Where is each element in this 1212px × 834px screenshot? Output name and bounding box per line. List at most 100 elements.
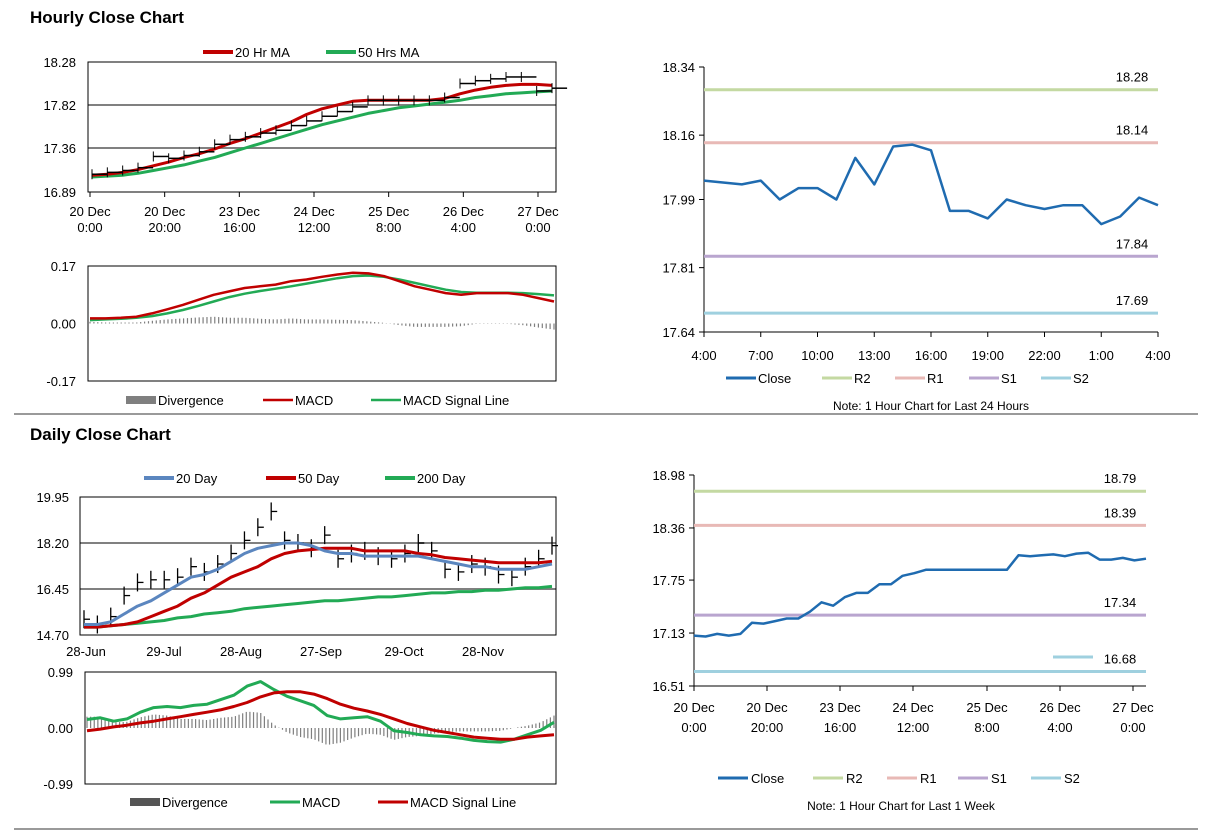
daily-pivot-ytick: 17.75 <box>652 573 685 588</box>
hourly-macd-ytick: 0.00 <box>51 317 76 332</box>
hourly-price-xtick: 24 Dec 12:00 <box>293 204 335 235</box>
hourly-pivot-ytick: 18.34 <box>662 60 695 75</box>
hourly-pivot-xtick: 1:00 <box>1089 348 1114 363</box>
daily-price-xtick: 28-Aug <box>220 644 262 659</box>
legend-hourly-divergence: Divergence <box>158 393 224 408</box>
hourly-pivot-close-line <box>703 143 1159 226</box>
hourly-pivot-legend-r1: R1 <box>927 371 944 386</box>
hourly-pivot-ytick: 17.99 <box>662 193 695 208</box>
daily-price-xtick: 29-Jul <box>146 644 182 659</box>
hourly-pivot-xtick: 22:00 <box>1028 348 1061 363</box>
daily-price-xtick: 28-Jun <box>66 644 106 659</box>
hourly-pivot-level-label: 18.28 <box>1116 70 1149 85</box>
daily-price-xtick: 29-Oct <box>384 644 423 659</box>
hourly-price-xtick: 20 Dec 20:00 <box>144 204 186 235</box>
daily-pivot-legend-s2: S2 <box>1064 771 1080 786</box>
daily-section-title: Daily Close Chart <box>30 425 171 444</box>
legend-hourly-macd-signal: MACD Signal Line <box>403 393 509 408</box>
hourly-price-xtick: 25 Dec 8:00 <box>368 204 410 235</box>
daily-pivot-ytick: 16.51 <box>652 679 685 694</box>
daily-pivot-ytick: 17.13 <box>652 626 685 641</box>
hourly-pivot-ytick: 17.81 <box>662 261 695 276</box>
daily-macd-line <box>86 680 555 744</box>
hourly-pivot-xtick: 7:00 <box>748 348 773 363</box>
hourly-macd-ytick: -0.17 <box>46 374 76 389</box>
daily-price-ytick: 18.20 <box>36 536 69 551</box>
daily-pivot-legend-r1: R1 <box>920 771 937 786</box>
hourly-pivot-level-label: 17.69 <box>1116 293 1149 308</box>
daily-pivot-xtick: 27 Dec 0:00 <box>1112 700 1154 735</box>
daily-50day-line <box>84 546 553 629</box>
legend-50-day: 50 Day <box>298 471 340 486</box>
daily-pivot-level-label: 16.68 <box>1104 651 1137 666</box>
daily-price-frame <box>79 496 557 636</box>
legend-50hrs-ma: 50 Hrs MA <box>358 45 420 60</box>
section-divider <box>14 413 1198 415</box>
daily-pivot-legend-s1: S1 <box>991 771 1007 786</box>
hourly-pivot-legend-close: Close <box>758 371 791 386</box>
daily-pivot-xtick: 20 Dec 0:00 <box>673 700 715 735</box>
legend-daily-macd: MACD <box>302 795 340 810</box>
hourly-pivot-xtick: 19:00 <box>971 348 1004 363</box>
daily-pivot-legend-close: Close <box>751 771 784 786</box>
hourly-pivot-legend-s1: S1 <box>1001 371 1017 386</box>
hourly-pivot-xtick: 13:00 <box>858 348 891 363</box>
daily-pivot-level-label: 18.79 <box>1104 471 1137 486</box>
daily-pivot-level-label: 17.34 <box>1104 595 1137 610</box>
hourly-price-xtick: 26 Dec 4:00 <box>443 204 485 235</box>
hourly-price-xtick: 23 Dec 16:00 <box>219 204 261 235</box>
daily-pivot-note: Note: 1 Hour Chart for Last 1 Week <box>807 799 996 813</box>
daily-pivot-level-label: 18.39 <box>1104 505 1137 520</box>
hourly-50hr-ma-line <box>91 89 553 179</box>
daily-macd-signal-line <box>86 690 555 741</box>
daily-price-ytick: 14.70 <box>36 628 69 643</box>
hourly-pivot-xtick: 10:00 <box>801 348 834 363</box>
hourly-pivot-level-label: 18.14 <box>1116 123 1149 138</box>
daily-pivot-legend-r2: R2 <box>846 771 863 786</box>
daily-price-xtick: 28-Nov <box>462 644 504 659</box>
daily-price-xtick: 27-Sep <box>300 644 342 659</box>
daily-macd-ytick: 0.00 <box>48 721 73 736</box>
daily-pivot-close-line <box>693 551 1147 638</box>
hourly-price-ytick: 18.28 <box>43 55 76 70</box>
bottom-divider <box>14 828 1198 830</box>
hourly-price-xtick: 20 Dec 0:00 <box>69 204 111 235</box>
legend-daily-macd-signal: MACD Signal Line <box>410 795 516 810</box>
daily-pivot-ytick: 18.36 <box>652 521 685 536</box>
daily-pivot-ytick: 18.98 <box>652 468 685 483</box>
hourly-pivot-note: Note: 1 Hour Chart for Last 24 Hours <box>833 399 1029 413</box>
hourly-macd-line <box>90 271 555 320</box>
hourly-pivot-legend-s2: S2 <box>1073 371 1089 386</box>
hourly-section-title: Hourly Close Chart <box>30 8 184 27</box>
hourly-price-ytick: 17.36 <box>43 141 76 156</box>
hourly-macd-frame <box>87 265 557 382</box>
hourly-price-ytick: 17.82 <box>43 98 76 113</box>
hourly-price-frame <box>87 61 557 193</box>
legend-200-day: 200 Day <box>417 471 466 486</box>
daily-macd-frame <box>84 671 557 785</box>
daily-price-ytick: 16.45 <box>36 582 69 597</box>
hourly-price-xtick: 27 Dec 0:00 <box>517 204 559 235</box>
daily-20day-line <box>84 541 553 626</box>
daily-pivot-xtick: 25 Dec 8:00 <box>966 700 1008 735</box>
hourly-pivot-xtick: 4:00 <box>691 348 716 363</box>
daily-macd-ytick: -0.99 <box>43 777 73 792</box>
hourly-pivot-xtick: 4:00 <box>1145 348 1170 363</box>
hourly-pivot-level-label: 17.84 <box>1116 236 1149 251</box>
hourly-pivot-ytick: 17.64 <box>662 325 695 340</box>
hourly-pivot-ytick: 18.16 <box>662 128 695 143</box>
hourly-price-ytick: 16.89 <box>43 185 76 200</box>
daily-price-ytick: 19.95 <box>36 490 69 505</box>
daily-pivot-xtick: 20 Dec 20:00 <box>746 700 788 735</box>
legend-20hr-ma: 20 Hr MA <box>235 45 290 60</box>
daily-200day-line <box>84 584 553 629</box>
daily-pivot-xtick: 24 Dec 12:00 <box>892 700 934 735</box>
daily-macd-ytick: 0.99 <box>48 665 73 680</box>
hourly-pivot-xtick: 16:00 <box>915 348 948 363</box>
daily-pivot-xtick: 26 Dec 4:00 <box>1039 700 1081 735</box>
legend-20-day: 20 Day <box>176 471 218 486</box>
hourly-pivot-legend-r2: R2 <box>854 371 871 386</box>
hourly-macd-ytick: 0.17 <box>51 259 76 274</box>
daily-pivot-xtick: 23 Dec 16:00 <box>819 700 861 735</box>
